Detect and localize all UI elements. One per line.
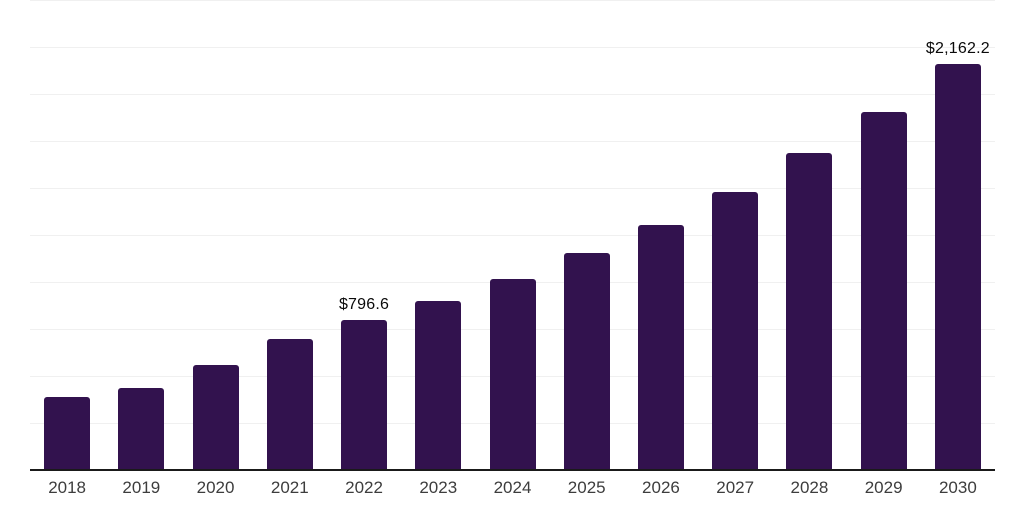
gridline-2500 [30, 0, 995, 1]
x-tick-label-2022: 2022 [345, 478, 383, 497]
bar-2026 [637, 225, 684, 470]
gridline-1250 [30, 235, 995, 236]
x-axis-line [30, 469, 995, 471]
bar-2025 [563, 253, 610, 470]
x-tick-label-2026: 2026 [642, 478, 680, 497]
x-tick-label-2029: 2029 [864, 478, 903, 497]
bar-2022 [341, 320, 388, 470]
gridline-1500 [30, 188, 995, 189]
bar-2023 [415, 301, 462, 470]
x-axis-labels: 2018 2019 2020 2021 2022 2023 2024 2025 2026 2027… [30, 478, 995, 504]
x-tick-label-2021: 2021 [270, 478, 309, 497]
x-tick-label-2028: 2028 [790, 478, 829, 497]
gridline-2000 [30, 94, 995, 95]
bar-2030 [934, 63, 981, 470]
bar-2028 [786, 153, 833, 470]
x-tick-label-2019: 2019 [122, 478, 161, 497]
plot-area: $796.6 $2,162.2 [30, 0, 995, 471]
gridline-1750 [30, 141, 995, 142]
bar-2020 [192, 365, 239, 470]
bar-value-label-2022: $796.6 [338, 296, 390, 314]
x-tick-label-2025: 2025 [567, 478, 606, 497]
bar-2018 [44, 396, 91, 470]
x-tick-label-2020: 2020 [196, 478, 235, 497]
x-tick-label-2018: 2018 [48, 478, 87, 497]
bar-2021 [266, 338, 313, 470]
gridline-2250 [30, 47, 995, 48]
bar-2027 [712, 191, 759, 470]
bar-2024 [489, 279, 536, 470]
x-tick-label-2027: 2027 [716, 478, 755, 497]
bar-value-label-2030: $2,162.2 [925, 39, 990, 57]
bar-2029 [860, 112, 907, 470]
x-tick-label-2023: 2023 [419, 478, 458, 497]
x-tick-label-2030: 2030 [938, 478, 977, 497]
bar-2019 [118, 388, 165, 470]
x-tick-label-2024: 2024 [493, 478, 532, 497]
